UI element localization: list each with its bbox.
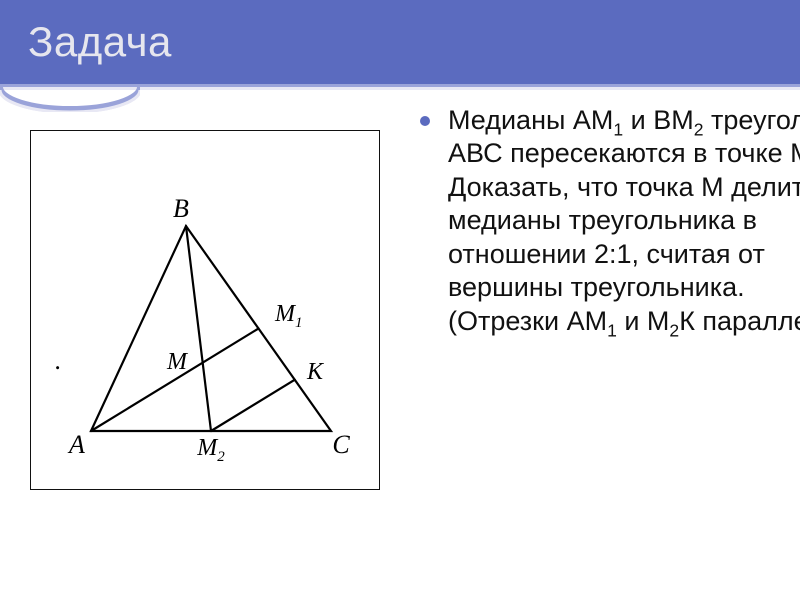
text-1b: и ВМ bbox=[623, 105, 694, 135]
label-B: B bbox=[173, 194, 189, 223]
svg-text:.: . bbox=[55, 346, 62, 375]
slide-title: Задача bbox=[28, 18, 172, 66]
bullet-icon bbox=[420, 116, 430, 126]
slide: Задача bbox=[0, 0, 800, 600]
label-C: C bbox=[332, 430, 350, 459]
label-K: K bbox=[306, 359, 325, 385]
problem-body: Медианы АМ1 и ВМ2 треугольника АВС перес… bbox=[448, 104, 800, 338]
paren-a: (Отрезки АМ bbox=[448, 306, 607, 336]
text-sub2: 2 bbox=[694, 119, 704, 139]
paren-sub2: 2 bbox=[669, 320, 679, 340]
bullet-item: Медианы АМ1 и ВМ2 треугольника АВС перес… bbox=[420, 104, 780, 338]
problem-text: Медианы АМ1 и ВМ2 треугольника АВС перес… bbox=[420, 104, 780, 338]
figure-box: . B A C M M1 M2 K bbox=[30, 130, 380, 490]
content-area: . B A C M M1 M2 K Медианы АМ1 и ВМ2 треу… bbox=[0, 90, 800, 600]
label-A: A bbox=[67, 430, 85, 459]
text-1a: Медианы АМ bbox=[448, 105, 613, 135]
label-M1: M1 bbox=[274, 301, 303, 331]
label-M2: M2 bbox=[196, 435, 225, 465]
paren-c: К параллельны) bbox=[679, 306, 800, 336]
triangle-diagram: . B A C M M1 M2 K bbox=[31, 131, 381, 491]
paren-b: и М bbox=[617, 306, 670, 336]
paren-sub1: 1 bbox=[607, 320, 617, 340]
text-sub1: 1 bbox=[613, 119, 623, 139]
label-M: M bbox=[166, 349, 189, 375]
title-bar: Задача bbox=[0, 0, 800, 90]
